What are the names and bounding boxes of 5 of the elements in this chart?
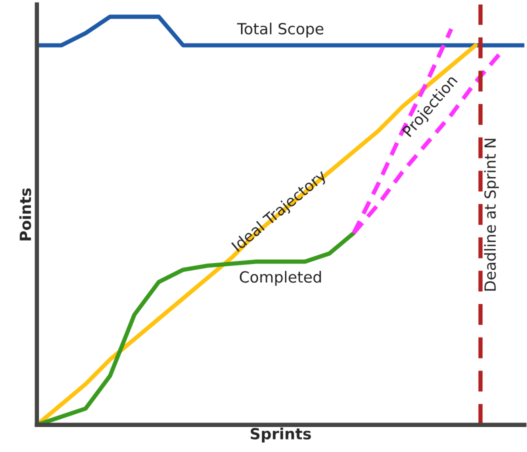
annotation: Deadline at Sprint N	[484, 138, 499, 291]
y-axis-title: Points	[19, 188, 32, 240]
x-axis-title: Sprints	[250, 428, 311, 442]
series-label: Total Scope	[237, 22, 324, 38]
series-label: Completed	[240, 270, 321, 286]
